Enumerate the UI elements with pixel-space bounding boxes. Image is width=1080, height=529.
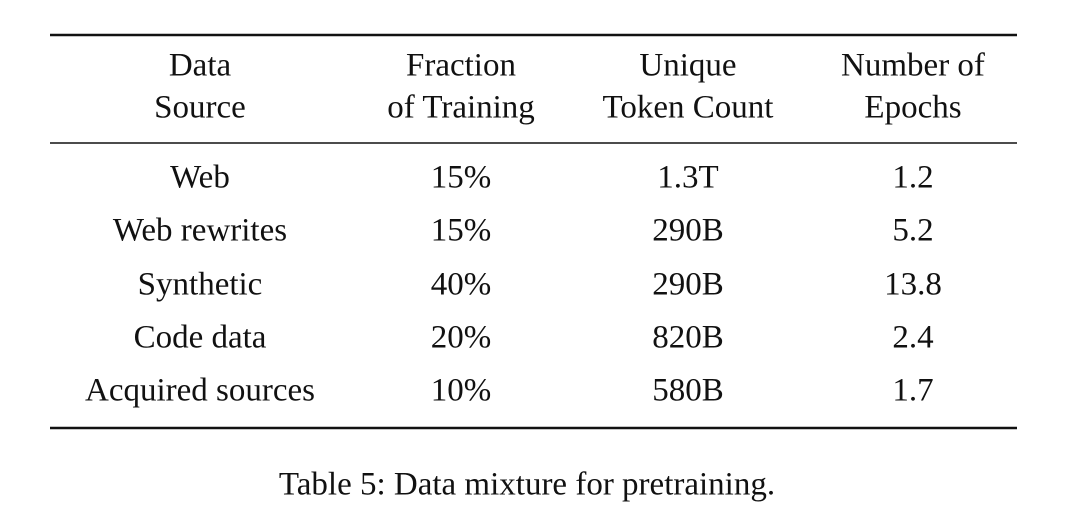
table-cell: 580B bbox=[652, 373, 724, 409]
table-cell: 1.2 bbox=[892, 160, 933, 196]
header-cell: Source bbox=[154, 90, 246, 126]
table-cell: 2.4 bbox=[892, 320, 933, 356]
table-cell: 13.8 bbox=[884, 267, 942, 303]
table-cell: 40% bbox=[431, 267, 492, 303]
caption: Table 5: Data mixture for pretraining. bbox=[279, 467, 775, 503]
table-cell: 5.2 bbox=[892, 213, 933, 249]
table-cell: 15% bbox=[431, 213, 492, 249]
table-cell: 1.3T bbox=[657, 160, 718, 196]
table-cell: 820B bbox=[652, 320, 724, 356]
table-cell: Synthetic bbox=[138, 267, 263, 303]
table-cell: Web bbox=[170, 160, 230, 196]
table-cell: 15% bbox=[431, 160, 492, 196]
table-cell: 290B bbox=[652, 213, 724, 249]
header-cell: Number of bbox=[841, 48, 985, 84]
table-cell: Code data bbox=[134, 320, 267, 356]
header-cell: Token Count bbox=[603, 90, 774, 126]
table-cell: Acquired sources bbox=[85, 373, 315, 409]
header-cell: Unique bbox=[639, 48, 736, 84]
table-cell: 290B bbox=[652, 267, 724, 303]
table-cell: Web rewrites bbox=[113, 213, 287, 249]
table-cell: 1.7 bbox=[892, 373, 933, 409]
table-cell: 10% bbox=[431, 373, 492, 409]
table-cell: 20% bbox=[431, 320, 492, 356]
header-cell: Epochs bbox=[864, 90, 961, 126]
header-cell: Data bbox=[169, 48, 232, 84]
header-cell: of Training bbox=[387, 90, 535, 126]
header-cell: Fraction bbox=[406, 48, 516, 84]
